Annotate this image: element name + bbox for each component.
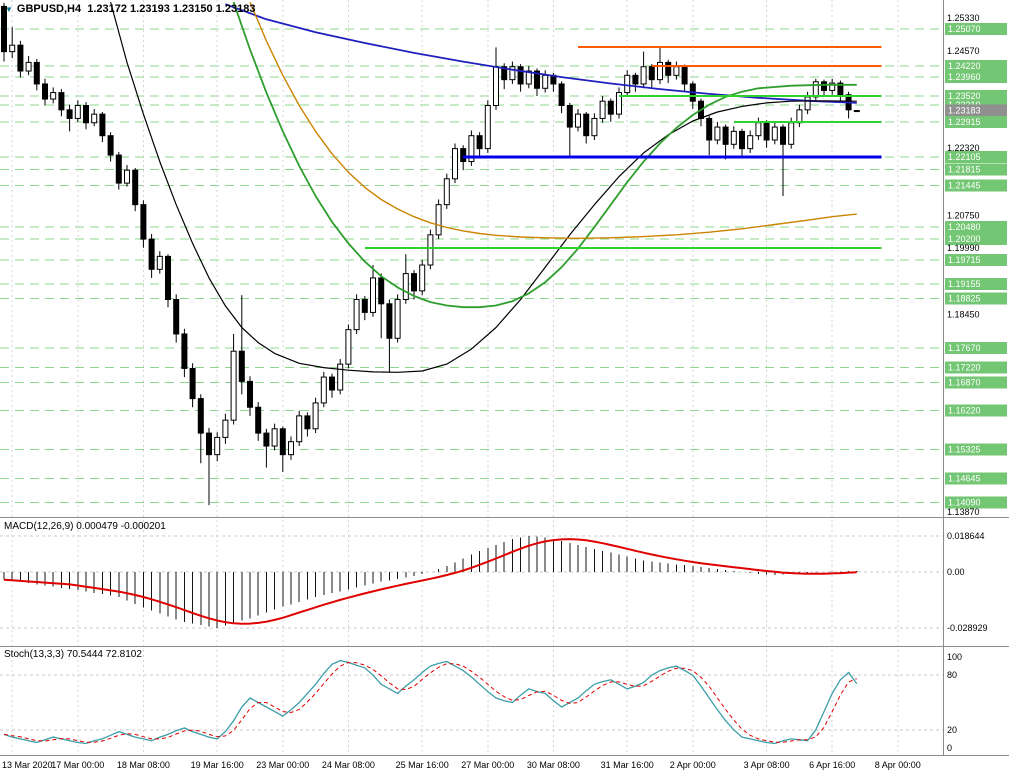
stoch-layer: 100 80 20 0 bbox=[0, 652, 962, 753]
svg-text:1.25070: 1.25070 bbox=[948, 24, 981, 34]
svg-text:23 Mar 00:00: 23 Mar 00:00 bbox=[256, 760, 309, 770]
svg-text:3 Apr 08:00: 3 Apr 08:00 bbox=[744, 760, 790, 770]
svg-text:1.19990: 1.19990 bbox=[947, 243, 980, 253]
svg-text:1.17670: 1.17670 bbox=[948, 343, 981, 353]
svg-text:1.15325: 1.15325 bbox=[948, 444, 981, 454]
macd-values: 0.000479 -0.000201 bbox=[76, 521, 166, 532]
svg-text:1.18450: 1.18450 bbox=[947, 310, 980, 320]
svg-text:1.18825: 1.18825 bbox=[948, 293, 981, 303]
moving-averages-layer bbox=[110, 1, 857, 373]
macd-name: MACD(12,26,9) bbox=[4, 521, 74, 532]
svg-text:1.24220: 1.24220 bbox=[948, 61, 981, 71]
macd-indicator-label: MACD(12,26,9) 0.000479 -0.000201 bbox=[4, 521, 166, 532]
chart-title: ▼ GBPUSD,H4 1.23172 1.23193 1.23150 1.231… bbox=[5, 3, 255, 15]
ma-medium-black bbox=[110, 1, 857, 373]
svg-text:27 Mar 00:00: 27 Mar 00:00 bbox=[461, 760, 514, 770]
svg-text:1.20750: 1.20750 bbox=[947, 210, 980, 220]
ma-fast-green bbox=[232, 1, 857, 309]
svg-text:1.22915: 1.22915 bbox=[948, 117, 981, 127]
svg-text:1.13870: 1.13870 bbox=[947, 507, 980, 517]
svg-text:1.14645: 1.14645 bbox=[948, 474, 981, 484]
svg-text:1.16870: 1.16870 bbox=[948, 378, 981, 388]
svg-text:30 Mar 08:00: 30 Mar 08:00 bbox=[527, 760, 580, 770]
svg-text:0.00: 0.00 bbox=[947, 567, 965, 577]
stoch-values: 70.5444 72.8102 bbox=[66, 649, 142, 660]
quote-ohlc-values: 1.23172 1.23193 1.23150 1.23183 bbox=[87, 3, 256, 15]
svg-text:0: 0 bbox=[947, 743, 952, 753]
pane-dividers bbox=[0, 0, 1009, 756]
svg-text:1.23520: 1.23520 bbox=[948, 91, 981, 101]
symbol-timeframe-label: GBPUSD,H4 bbox=[16, 3, 82, 15]
svg-text:19 Mar 16:00: 19 Mar 16:00 bbox=[191, 760, 244, 770]
svg-text:1.20480: 1.20480 bbox=[948, 222, 981, 232]
svg-text:6 Apr 16:00: 6 Apr 16:00 bbox=[809, 760, 855, 770]
ma-slow-blue bbox=[225, 3, 857, 104]
trendlines-layer[interactable] bbox=[364, 45, 882, 250]
svg-text:20: 20 bbox=[947, 725, 957, 735]
svg-text:1.14090: 1.14090 bbox=[948, 498, 981, 508]
svg-text:1.23960: 1.23960 bbox=[948, 72, 981, 82]
svg-text:0.018644: 0.018644 bbox=[947, 531, 985, 541]
svg-text:1.23183: 1.23183 bbox=[948, 106, 981, 116]
svg-text:1.22105: 1.22105 bbox=[948, 152, 981, 162]
svg-text:24 Mar 08:00: 24 Mar 08:00 bbox=[322, 760, 375, 770]
svg-text:1.22320: 1.22320 bbox=[947, 143, 980, 153]
svg-text:17 Mar 00:00: 17 Mar 00:00 bbox=[51, 760, 104, 770]
svg-text:1.19155: 1.19155 bbox=[948, 279, 981, 289]
ma-long-orange bbox=[249, 1, 857, 240]
svg-text:100: 100 bbox=[947, 652, 962, 662]
svg-text:31 Mar 16:00: 31 Mar 16:00 bbox=[601, 760, 654, 770]
candles-layer bbox=[1, 2, 860, 506]
svg-text:8 Apr 00:00: 8 Apr 00:00 bbox=[875, 760, 921, 770]
stoch-name: Stoch(13,3,3) bbox=[4, 649, 65, 660]
svg-text:-0.028929: -0.028929 bbox=[947, 623, 988, 633]
svg-text:1.21445: 1.21445 bbox=[948, 180, 981, 190]
macd-layer: 0.018644 0.00 -0.028929 bbox=[0, 531, 988, 633]
svg-text:25 Mar 16:00: 25 Mar 16:00 bbox=[396, 760, 449, 770]
svg-text:1.17220: 1.17220 bbox=[948, 363, 981, 373]
svg-text:1.16220: 1.16220 bbox=[948, 406, 981, 416]
symbol-dropdown-icon[interactable]: ▼ bbox=[5, 5, 13, 14]
svg-text:18 Mar 08:00: 18 Mar 08:00 bbox=[117, 760, 170, 770]
svg-text:1.24570: 1.24570 bbox=[947, 46, 980, 56]
svg-text:1.20200: 1.20200 bbox=[948, 234, 981, 244]
svg-text:13 Mar 2020: 13 Mar 2020 bbox=[2, 760, 53, 770]
stoch-indicator-label: Stoch(13,3,3) 70.5444 72.8102 bbox=[4, 649, 142, 660]
svg-text:1.19715: 1.19715 bbox=[948, 255, 981, 265]
svg-text:80: 80 bbox=[947, 670, 957, 680]
svg-text:2 Apr 00:00: 2 Apr 00:00 bbox=[670, 760, 716, 770]
time-gridlines bbox=[11, 0, 899, 755]
svg-text:1.21815: 1.21815 bbox=[948, 165, 981, 175]
svg-text:1.25330: 1.25330 bbox=[947, 13, 980, 23]
